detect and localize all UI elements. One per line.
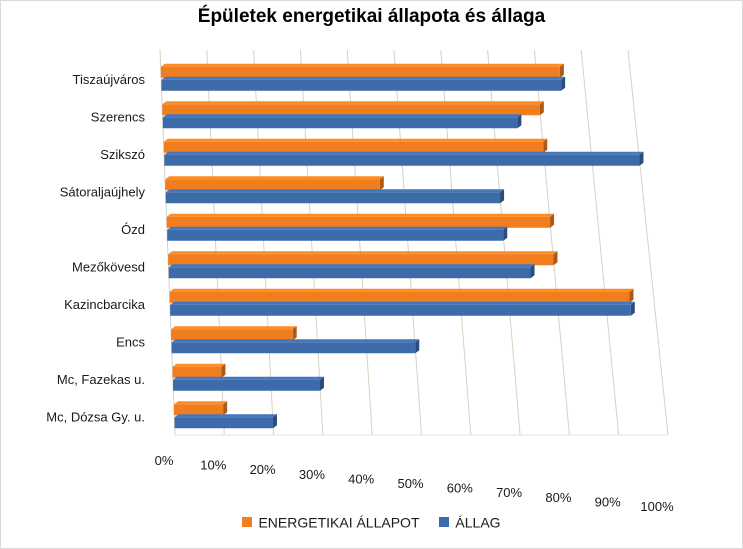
x-tick-label: 70% bbox=[496, 485, 522, 500]
x-tick-label: 40% bbox=[348, 471, 374, 486]
legend-label-allag: ÁLLAG bbox=[455, 513, 501, 530]
x-tick-label: 90% bbox=[595, 494, 621, 509]
bar-szerencs-energetikai bbox=[162, 104, 540, 116]
bar-mc-dozsa-gy-u-energetikai bbox=[174, 404, 224, 416]
bar-end-szikszo-energetikai bbox=[543, 138, 548, 153]
legend-item-allag: ÁLLAG bbox=[439, 513, 501, 530]
x-tick-label: 100% bbox=[640, 499, 674, 514]
bar-mc-dozsa-gy-u-allag bbox=[174, 417, 273, 429]
bar-end-tiszaujvaros-energetikai bbox=[559, 63, 564, 78]
bar-szikszo-allag bbox=[164, 154, 640, 166]
bar-end-mezokovesd-energetikai bbox=[553, 251, 558, 266]
x-tick-label: 20% bbox=[250, 462, 276, 477]
bar-top-kazincbarcika-allag bbox=[170, 301, 635, 305]
category-label: Szikszó bbox=[100, 147, 145, 162]
legend-item-energetikai: ENERGETIKAI ÁLLAPOT bbox=[242, 513, 420, 530]
bar-top-mezokovesd-allag bbox=[168, 264, 535, 268]
category-label: Kazincbarcika bbox=[64, 297, 146, 312]
bar-satoraljaujhely-energetikai bbox=[165, 179, 380, 191]
bar-mc-fazekas-u-allag bbox=[173, 379, 320, 391]
bar-top-encs-energetikai bbox=[171, 326, 297, 330]
bar-end-mezokovesd-allag bbox=[530, 264, 535, 279]
chart-title: Épületek energetikai állapota és állaga bbox=[197, 6, 546, 27]
bar-top-tiszaujvaros-energetikai bbox=[160, 63, 564, 67]
category-label: Mezőkövesd bbox=[72, 259, 145, 274]
bar-top-szikszo-energetikai bbox=[163, 138, 548, 142]
bar-top-mc-dozsa-gy-u-energetikai bbox=[174, 401, 228, 405]
category-label: Sátoraljaújhely bbox=[60, 184, 146, 199]
bar-end-szikszo-allag bbox=[639, 151, 644, 166]
bar-szikszo-energetikai bbox=[163, 141, 544, 153]
bar-end-kazincbarcika-energetikai bbox=[629, 288, 634, 303]
x-tick-label: 10% bbox=[200, 458, 226, 473]
bar-mezokovesd-energetikai bbox=[168, 254, 554, 266]
bar-end-encs-allag bbox=[415, 339, 420, 354]
bar-ozd-allag bbox=[167, 229, 504, 241]
bar-end-ozd-allag bbox=[503, 226, 508, 241]
bar-top-tiszaujvaros-allag bbox=[161, 76, 566, 80]
bar-end-kazincbarcika-allag bbox=[630, 301, 635, 316]
x-tick-label: 0% bbox=[155, 453, 174, 468]
bar-end-ozd-energetikai bbox=[550, 213, 555, 228]
bar-szerencs-allag bbox=[162, 117, 518, 129]
category-label: Mc, Dózsa Gy. u. bbox=[46, 409, 145, 424]
bar-top-satoraljaujhely-allag bbox=[165, 189, 505, 193]
bar-tiszaujvaros-energetikai bbox=[160, 66, 560, 78]
bar-end-satoraljaujhely-energetikai bbox=[379, 176, 384, 191]
bar-top-mc-fazekas-u-energetikai bbox=[172, 363, 226, 367]
x-tick-label: 50% bbox=[397, 476, 423, 491]
x-tick-label: 80% bbox=[545, 490, 571, 505]
bar-top-kazincbarcika-energetikai bbox=[169, 288, 634, 292]
bar-kazincbarcika-allag bbox=[170, 304, 631, 316]
category-label: Encs bbox=[116, 334, 145, 349]
bar-end-encs-energetikai bbox=[292, 326, 297, 341]
bar-top-satoraljaujhely-energetikai bbox=[165, 176, 384, 180]
x-tick-label: 30% bbox=[299, 467, 325, 482]
bar-end-mc-fazekas-u-energetikai bbox=[221, 363, 226, 378]
bar-mc-fazekas-u-energetikai bbox=[172, 366, 222, 378]
bar-end-mc-fazekas-u-allag bbox=[319, 376, 324, 391]
bar-top-mc-dozsa-gy-u-allag bbox=[174, 414, 277, 418]
category-label: Ózd bbox=[121, 222, 145, 237]
bar-top-ozd-allag bbox=[167, 226, 508, 230]
bar-top-szikszo-allag bbox=[164, 151, 644, 155]
category-label: Tiszaújváros bbox=[73, 72, 146, 87]
bar-mezokovesd-allag bbox=[168, 267, 531, 279]
bar-top-mezokovesd-energetikai bbox=[168, 251, 558, 255]
gridline bbox=[627, 49, 669, 436]
legend-swatch-energetikai bbox=[242, 516, 253, 527]
bar-end-mc-dozsa-gy-u-energetikai bbox=[223, 401, 228, 416]
bar-top-encs-allag bbox=[171, 339, 420, 343]
x-tick-label: 60% bbox=[447, 481, 473, 496]
bar-end-szerencs-allag bbox=[517, 114, 522, 129]
bar-satoraljaujhely-allag bbox=[165, 192, 501, 204]
legend-swatch-allag bbox=[439, 516, 450, 527]
chart-legend: ENERGETIKAI ÁLLAPOT ÁLLAG bbox=[0, 512, 743, 530]
gridline bbox=[580, 49, 620, 436]
bar-end-satoraljaujhely-allag bbox=[500, 189, 505, 204]
bar-kazincbarcika-energetikai bbox=[169, 291, 630, 303]
bar-ozd-energetikai bbox=[166, 216, 551, 228]
bar-top-mc-fazekas-u-allag bbox=[173, 376, 324, 380]
bar-top-szerencs-energetikai bbox=[162, 101, 544, 105]
bar-top-szerencs-allag bbox=[162, 114, 522, 118]
bar-encs-energetikai bbox=[171, 329, 293, 341]
legend-label-energetikai: ENERGETIKAI ÁLLAPOT bbox=[258, 513, 420, 530]
category-label: Mc, Fazekas u. bbox=[57, 372, 145, 387]
bar-encs-allag bbox=[171, 342, 416, 354]
bar-top-ozd-energetikai bbox=[166, 213, 555, 217]
bar-end-tiszaujvaros-allag bbox=[561, 76, 566, 91]
category-label: Szerencs bbox=[91, 109, 146, 124]
bar-tiszaujvaros-allag bbox=[161, 79, 562, 91]
bar-end-mc-dozsa-gy-u-allag bbox=[272, 414, 277, 429]
bar-end-szerencs-energetikai bbox=[539, 101, 544, 116]
